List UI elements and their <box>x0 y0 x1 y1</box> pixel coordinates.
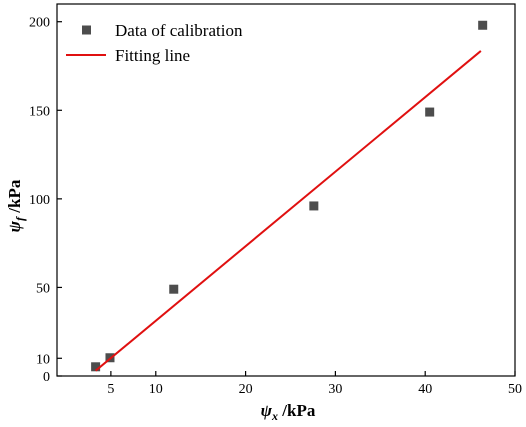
x-tick-label: 5 <box>107 382 114 397</box>
data-point <box>91 362 101 372</box>
y-axis-unit: /kPa <box>5 179 24 217</box>
y-tick-label: 100 <box>29 193 50 208</box>
fitting-line <box>94 50 482 372</box>
x-axis-subscript: x <box>271 409 278 423</box>
y-tick-label: 0 <box>43 370 50 385</box>
y-axis-subscript: f <box>13 216 27 221</box>
y-tick-label: 10 <box>36 352 50 367</box>
x-tick-label: 20 <box>239 382 253 397</box>
x-tick-label: 10 <box>149 382 163 397</box>
x-axis-symbol: ψ <box>261 401 273 420</box>
data-point <box>309 201 319 211</box>
x-axis-unit: /kPa <box>278 401 316 420</box>
legend-label: Data of calibration <box>115 21 243 40</box>
y-axis-symbol: ψ <box>5 220 24 232</box>
data-point <box>425 107 435 117</box>
svg-text:ψf /kPa: ψf /kPa <box>5 179 27 232</box>
x-tick-label: 50 <box>508 382 522 397</box>
y-tick-label: 200 <box>29 16 50 31</box>
y-tick-label: 150 <box>29 104 50 119</box>
x-tick-label: 40 <box>418 382 432 397</box>
y-axis-title: ψf /kPa <box>5 179 27 232</box>
legend-square-swatch <box>82 25 91 35</box>
legend-label: Fitting line <box>115 46 190 65</box>
y-tick-label: 50 <box>36 281 50 296</box>
plot-frame <box>56 3 516 377</box>
data-point <box>169 284 179 294</box>
x-tick-label: 30 <box>328 382 342 397</box>
x-axis-title: ψx /kPa <box>261 401 316 423</box>
data-point <box>478 20 488 30</box>
